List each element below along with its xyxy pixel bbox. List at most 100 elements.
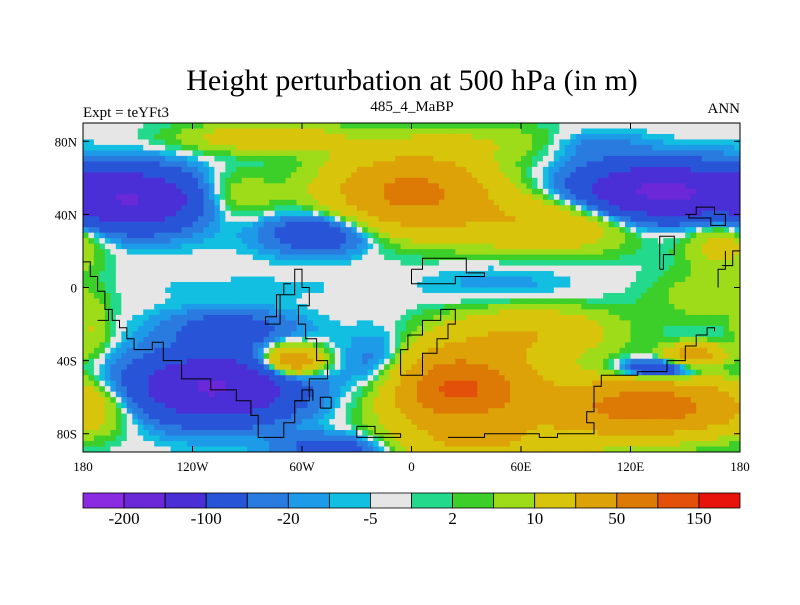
field-cell xyxy=(384,199,391,206)
field-cell xyxy=(592,254,599,261)
field-cell xyxy=(252,144,259,152)
field-cell xyxy=(83,303,90,311)
field-cell xyxy=(668,227,675,234)
field-cell xyxy=(455,320,462,327)
field-cell xyxy=(586,303,593,311)
field-cell xyxy=(285,260,292,267)
field-cell xyxy=(630,249,637,256)
field-cell xyxy=(373,292,380,300)
field-cell xyxy=(504,177,511,184)
field-cell xyxy=(280,177,287,184)
field-cell xyxy=(263,303,270,311)
field-cell xyxy=(510,287,517,294)
field-cell xyxy=(148,336,155,343)
field-cell xyxy=(285,347,292,354)
field-cell xyxy=(104,123,111,130)
field-cell xyxy=(526,216,533,223)
field-cell xyxy=(225,298,232,305)
field-cell xyxy=(104,150,111,157)
field-cell xyxy=(110,150,117,157)
field-cell xyxy=(438,177,445,184)
field-cell xyxy=(362,331,369,338)
field-cell xyxy=(592,166,599,173)
field-cell xyxy=(603,260,610,267)
field-cell xyxy=(132,292,139,300)
field-cell xyxy=(219,325,226,332)
field-cell xyxy=(258,249,265,256)
field-cell xyxy=(236,325,243,332)
field-cell xyxy=(674,336,681,343)
field-cell xyxy=(690,271,697,278)
field-cell xyxy=(635,210,643,217)
field-cell xyxy=(104,238,111,245)
field-cell xyxy=(400,320,407,327)
field-cell xyxy=(137,282,144,289)
field-cell xyxy=(225,133,232,141)
field-cell xyxy=(367,216,374,223)
field-cell xyxy=(635,188,643,195)
field-cell xyxy=(690,199,697,206)
field-cell xyxy=(553,314,560,321)
field-cell xyxy=(641,194,648,201)
field-cell xyxy=(340,172,347,179)
field-cell xyxy=(570,254,577,261)
field-cell xyxy=(559,172,566,179)
field-cell xyxy=(652,123,659,130)
field-cell xyxy=(318,172,325,179)
field-cell xyxy=(630,227,637,234)
field-cell xyxy=(630,161,637,168)
field-cell xyxy=(493,123,500,130)
field-cell xyxy=(307,342,314,349)
field-cell xyxy=(531,325,539,332)
field-cell xyxy=(104,303,111,311)
field-cell xyxy=(411,314,418,321)
field-cell xyxy=(433,144,440,152)
field-cell xyxy=(203,314,210,321)
field-cell xyxy=(455,276,462,283)
field-cell xyxy=(143,298,150,305)
field-cell xyxy=(148,282,155,289)
field-cell xyxy=(668,342,675,349)
field-cell xyxy=(449,133,456,141)
field-cell xyxy=(356,238,363,245)
field-cell xyxy=(597,292,604,300)
field-cell xyxy=(389,254,396,261)
field-cell xyxy=(143,216,150,223)
field-cell xyxy=(137,331,144,338)
field-cell xyxy=(619,199,626,206)
field-cell xyxy=(482,325,489,332)
field-cell xyxy=(302,210,309,217)
chart-title: Height perturbation at 500 hPa (in m) xyxy=(186,64,638,97)
field-cell xyxy=(252,309,259,316)
field-cell xyxy=(236,331,243,338)
field-cell xyxy=(646,133,653,141)
field-cell xyxy=(110,128,117,135)
field-cell xyxy=(564,210,571,217)
field-cell xyxy=(132,139,139,146)
field-cell xyxy=(318,276,325,283)
field-cell xyxy=(148,155,155,162)
field-cell xyxy=(302,243,309,250)
field-cell xyxy=(707,320,714,327)
field-cell xyxy=(137,128,144,135)
field-cell xyxy=(400,177,407,184)
field-cell xyxy=(269,227,276,234)
field-cell xyxy=(444,342,451,349)
field-cell xyxy=(652,276,659,283)
field-cell xyxy=(581,232,588,239)
field-cell xyxy=(192,139,199,146)
field-cell xyxy=(718,271,725,278)
field-cell xyxy=(696,298,703,305)
field-cell xyxy=(674,183,681,190)
field-cell xyxy=(553,331,560,338)
field-cell xyxy=(690,336,697,343)
field-cell xyxy=(263,139,270,146)
field-cell xyxy=(526,183,533,190)
field-cell xyxy=(537,199,544,206)
field-cell xyxy=(608,205,615,212)
field-cell xyxy=(449,336,456,343)
field-cell xyxy=(444,227,451,234)
field-cell xyxy=(406,336,413,343)
field-cell xyxy=(416,331,424,338)
field-cell xyxy=(444,331,451,338)
